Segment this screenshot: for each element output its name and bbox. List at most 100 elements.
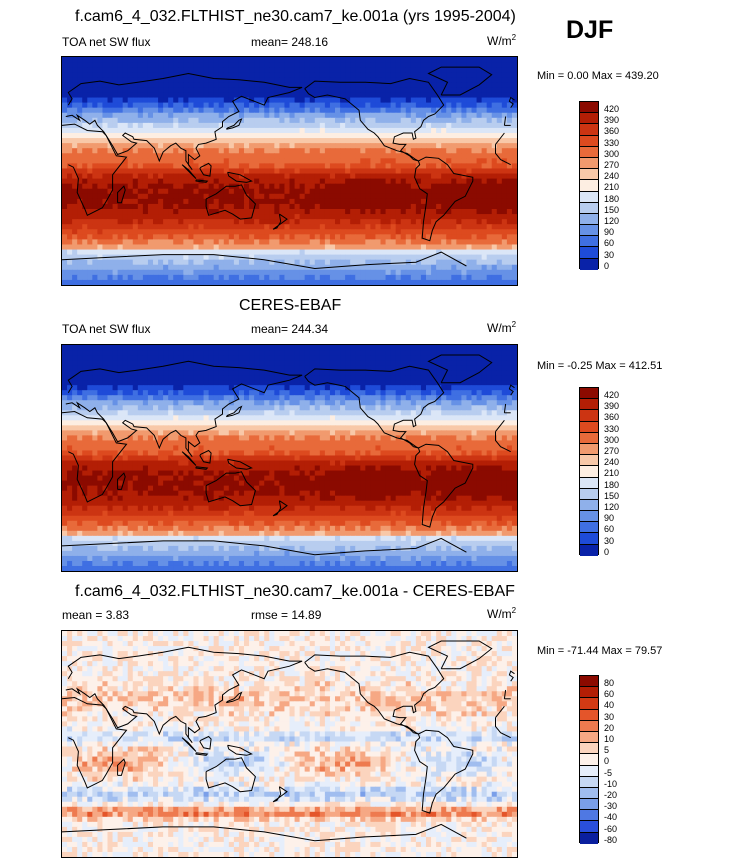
map-cell <box>274 385 280 391</box>
map-cell <box>274 279 280 285</box>
map-cell <box>198 133 205 139</box>
map-cell <box>269 158 275 164</box>
map-cell <box>329 138 336 144</box>
map-cell <box>481 163 488 170</box>
map-cell <box>405 249 412 256</box>
map-cell <box>486 360 493 366</box>
map-cell <box>254 269 260 276</box>
map-cell <box>97 188 104 195</box>
map-cell <box>314 57 321 63</box>
map-cell <box>335 198 341 205</box>
map-cell <box>365 143 371 149</box>
map-cell <box>329 188 336 195</box>
map-cell <box>420 375 427 381</box>
map-cell <box>168 153 174 159</box>
map-cell <box>112 92 119 99</box>
map-cell <box>213 370 220 376</box>
map-cell <box>511 214 517 220</box>
map-cell <box>97 67 104 73</box>
map-cell <box>183 62 189 68</box>
map-cell <box>400 214 407 220</box>
map-cell <box>142 163 149 170</box>
map-cell <box>82 77 88 83</box>
map-cell <box>153 127 159 134</box>
map-cell <box>345 112 351 119</box>
map-cell <box>299 62 306 68</box>
map-cell <box>304 345 311 351</box>
map-cell <box>501 127 508 134</box>
map-cell <box>289 67 296 73</box>
map-cell <box>350 183 356 190</box>
map-cell <box>491 264 498 271</box>
map-cell <box>309 375 316 381</box>
map-cell <box>203 92 210 99</box>
map-cell <box>92 214 98 220</box>
map-cell <box>335 107 341 114</box>
map-cell <box>501 57 508 63</box>
map-cell <box>431 365 437 371</box>
map-cell <box>173 143 179 149</box>
map-cell <box>284 234 291 240</box>
map-cell <box>112 193 119 200</box>
map-cell <box>97 163 104 170</box>
map-cell <box>431 239 437 246</box>
map-cell <box>456 183 462 190</box>
map-cell <box>355 158 361 164</box>
map-cell <box>198 244 205 251</box>
map-cell <box>228 214 235 220</box>
map-cell <box>249 254 255 261</box>
map-cell <box>340 203 346 210</box>
map-cell <box>274 219 280 225</box>
map-cell <box>410 72 417 78</box>
map-cell <box>203 214 210 220</box>
map-cell <box>370 158 377 164</box>
map-cell <box>335 224 341 230</box>
colorbar-tick-label: 60 <box>604 238 615 249</box>
map-cell <box>390 375 397 381</box>
panel-1-mean-text: mean= 248.16 <box>251 35 329 49</box>
map-cell <box>380 138 387 144</box>
map-cell <box>269 67 275 73</box>
coastline <box>62 123 128 216</box>
map-cell <box>335 360 341 366</box>
map-cell <box>289 274 296 281</box>
map-cell <box>168 188 174 195</box>
map-cell <box>193 209 200 215</box>
map-cell <box>506 264 513 271</box>
map-cell <box>117 249 124 256</box>
map-cell <box>213 173 220 180</box>
map-cell <box>405 350 412 356</box>
map-cell <box>254 163 260 170</box>
map-cell <box>153 274 159 281</box>
map-cell <box>107 365 114 371</box>
map-cell <box>415 279 422 285</box>
map-cell <box>223 219 230 225</box>
map-cell <box>436 279 442 285</box>
map-cell <box>436 67 442 73</box>
map-cell <box>431 203 437 210</box>
map-cell <box>461 117 468 124</box>
map-cell <box>178 122 184 129</box>
map-cell <box>178 67 184 73</box>
map-cell <box>77 345 83 351</box>
map-cell <box>147 82 154 88</box>
map-cell <box>158 229 164 235</box>
map-cell <box>395 244 402 251</box>
map-cell <box>496 249 503 256</box>
map-cell <box>122 77 129 83</box>
map-cell <box>284 97 291 104</box>
map-cell <box>72 239 78 246</box>
map-cell <box>390 143 397 149</box>
map-cell <box>254 67 260 73</box>
map-cell <box>102 97 109 104</box>
map-cell <box>431 178 437 185</box>
map-cell <box>238 234 245 240</box>
map-cell <box>461 188 468 195</box>
map-cell <box>213 390 220 396</box>
map-cell <box>380 72 387 78</box>
map-cell <box>289 87 296 94</box>
colorbar-swatch <box>580 135 598 147</box>
panel-1-minmax: Min = 0.00 Max = 439.20 <box>537 70 659 82</box>
map-cell <box>233 375 240 381</box>
map-cell <box>400 360 407 366</box>
